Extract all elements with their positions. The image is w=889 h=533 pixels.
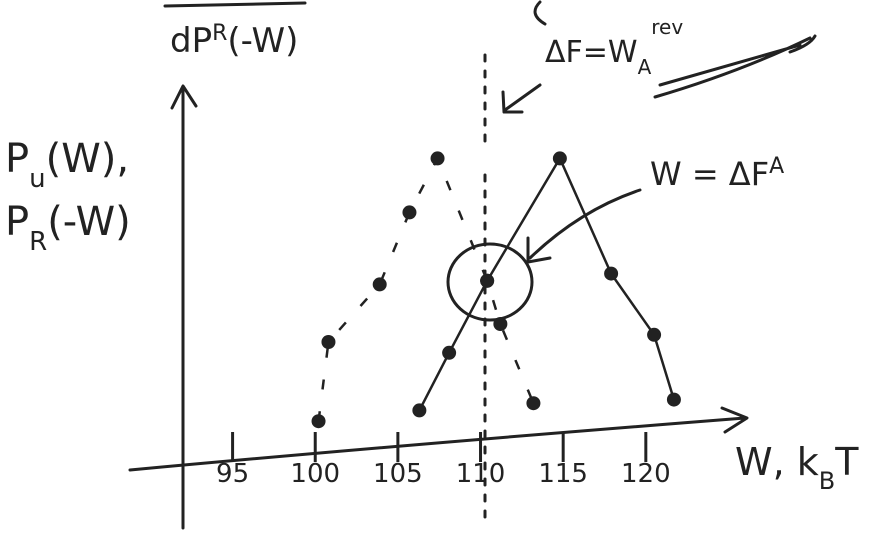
- x-tick-label: 110: [456, 459, 506, 489]
- data-point: [526, 396, 540, 410]
- paren-fragment: [535, 2, 545, 24]
- data-point: [553, 151, 567, 165]
- data-point: [373, 277, 387, 291]
- y-axis: [172, 86, 196, 528]
- x-tick-label: 105: [373, 459, 423, 489]
- text-part: A: [769, 154, 784, 179]
- text-part: (-W): [47, 199, 131, 245]
- y-axis-label: PR(-W): [5, 199, 131, 257]
- text-part: rev: [651, 15, 683, 39]
- scribble: [655, 36, 815, 97]
- data-point: [402, 205, 416, 219]
- text-part: u: [29, 164, 45, 194]
- data-point: [412, 403, 426, 417]
- data-point: [321, 335, 335, 349]
- page: dPR(-W) Pu(W), PR(-W) W, kBT ΔF=WArev W …: [0, 0, 889, 533]
- y-axis-label: Pu(W),: [5, 136, 129, 194]
- text-part: ΔF=W: [545, 35, 638, 70]
- data-point: [493, 317, 507, 331]
- data-point: [647, 328, 661, 342]
- annotation-arrow: [528, 190, 640, 262]
- series-line: [419, 158, 674, 410]
- data-point: [604, 267, 618, 281]
- top-fragment: dPR(-W): [170, 21, 298, 62]
- text-part: A: [638, 55, 652, 79]
- data-point: [442, 346, 456, 360]
- fraction-bar: [165, 3, 305, 6]
- text-part: (W),: [46, 136, 129, 182]
- text-part: B: [819, 467, 835, 495]
- x-tick-label: 120: [621, 459, 671, 489]
- text-part: T: [834, 440, 859, 484]
- x-tick-label: 95: [216, 459, 249, 489]
- x-axis-label: W, kBT: [735, 440, 859, 495]
- text-part: P: [5, 199, 29, 245]
- text-part: W, k: [735, 440, 819, 484]
- text-part: W = ΔF: [650, 155, 769, 193]
- data-point: [431, 151, 445, 165]
- text-part: R: [212, 21, 227, 46]
- x-tick-label: 100: [290, 459, 340, 489]
- data-point: [480, 274, 494, 288]
- text-part: R: [29, 227, 47, 257]
- text-part: dP: [170, 21, 212, 61]
- annotation-arrow: [503, 85, 540, 112]
- series-line: [319, 158, 534, 421]
- data-point: [312, 414, 326, 428]
- text-part: (-W): [227, 21, 298, 61]
- x-tick-label: 115: [538, 459, 588, 489]
- data-point: [667, 393, 681, 407]
- annotation: W = ΔFA: [650, 154, 784, 194]
- text-part: P: [5, 136, 29, 182]
- annotation: ΔF=WArev: [545, 15, 683, 79]
- chart: dPR(-W) Pu(W), PR(-W) W, kBT ΔF=WArev W …: [0, 0, 889, 533]
